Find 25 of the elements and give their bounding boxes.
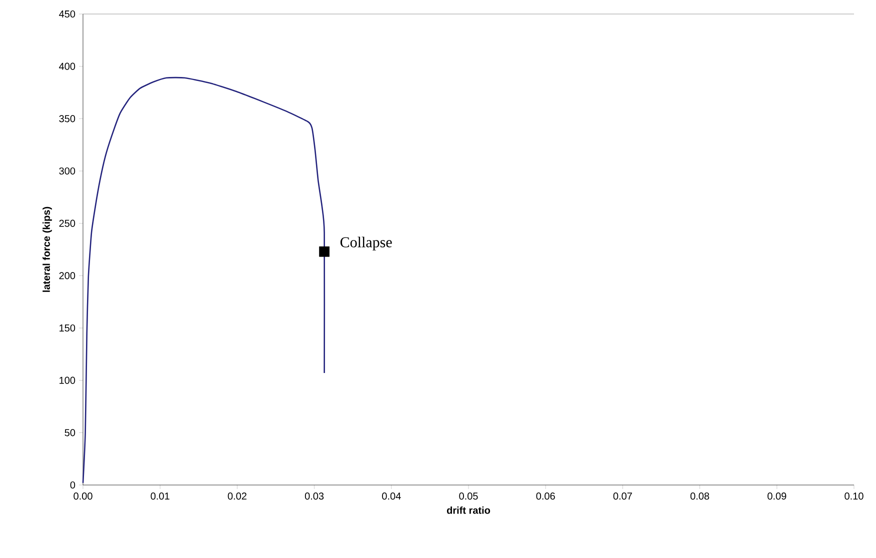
y-tick-label: 300: [59, 167, 76, 175]
x-tick-label: 0.07: [613, 492, 632, 500]
y-tick-label: 450: [59, 10, 76, 18]
y-axis-title: lateral force (kips): [42, 206, 52, 292]
annotation: Collapse: [340, 236, 392, 250]
x-tick-label: 0.04: [382, 492, 401, 500]
x-tick-label: 0.03: [304, 492, 324, 500]
x-tick-label: 0.06: [536, 492, 555, 500]
x-tick-label: 0.10: [844, 492, 864, 500]
y-tick-label: 400: [59, 62, 76, 70]
y-tick-label: 100: [60, 376, 76, 384]
x-tick-label: 0.09: [768, 492, 786, 500]
x-axis-title: drift ratio: [446, 506, 490, 514]
y-tick-label: 150: [60, 324, 76, 332]
x-tick-label: 0.08: [690, 492, 710, 500]
x-tick-label: 0.05: [459, 492, 478, 500]
y-tick-label: 250: [59, 220, 76, 227]
y-tick-label: 0: [70, 481, 76, 489]
x-tick-label: 0.02: [228, 492, 246, 500]
x-tick-label: 0.00: [74, 492, 92, 500]
y-tick-label: 200: [59, 272, 76, 280]
y-tick-label: 50: [64, 429, 76, 436]
line-series: [82, 76, 326, 484]
y-tick-label: 350: [59, 115, 76, 122]
x-tick-label: 0.01: [150, 492, 170, 500]
